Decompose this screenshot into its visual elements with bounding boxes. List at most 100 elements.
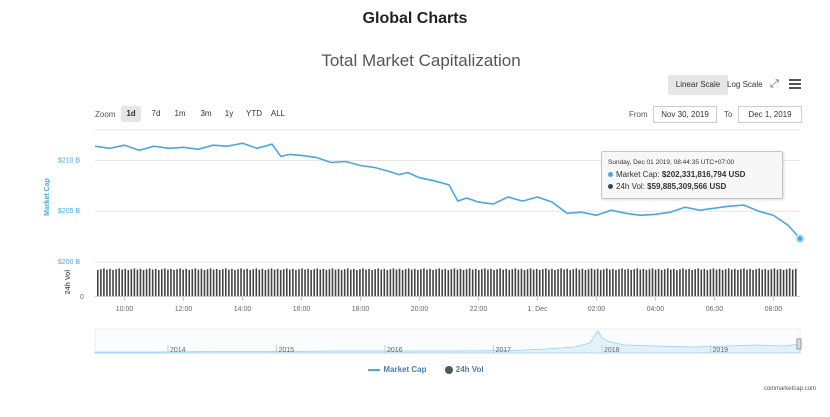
tooltip-volume-label: 24h Vol: [616, 182, 645, 191]
volume-bar [694, 269, 696, 296]
volume-bar [557, 269, 559, 296]
volume-bar [304, 269, 306, 296]
volume-bar [420, 269, 422, 296]
volume-bar [106, 269, 108, 296]
fullscreen-icon[interactable]: ⤢ [770, 78, 779, 90]
volume-dot-icon [608, 184, 613, 190]
zoom-button-ytd[interactable]: YTD [246, 109, 262, 118]
volume-bar [703, 268, 706, 296]
legend-label-market-cap: Market Cap [383, 365, 427, 374]
zoom-button-1y[interactable]: 1y [224, 109, 234, 118]
volume-bar [313, 269, 315, 296]
volume-bar [334, 269, 337, 296]
volume-bar [624, 269, 626, 296]
volume-bar [179, 268, 181, 296]
volume-bar [423, 268, 425, 296]
volume-bar [749, 268, 751, 296]
hamburger-menu-icon[interactable] [789, 79, 801, 89]
volume-bar [575, 268, 578, 296]
y-tick-label: $210 B [58, 157, 81, 164]
volume-bar [471, 269, 474, 296]
volume-bar [456, 269, 459, 296]
zoom-button-7d[interactable]: 7d [151, 109, 161, 118]
volume-bar [581, 268, 584, 296]
volume-bar [298, 269, 300, 296]
credit-text: coinmarketcap.com [763, 386, 816, 392]
volume-bar [203, 270, 206, 296]
volume-bar [578, 269, 581, 296]
volume-bar [529, 268, 532, 296]
volume-bar [453, 268, 456, 296]
zoom-button-all[interactable]: ALL [270, 109, 286, 118]
volume-bar [651, 268, 654, 296]
volume-bar [508, 270, 511, 296]
volume-bar [173, 270, 175, 296]
market-cap-dot-icon [608, 172, 613, 178]
volume-bar [231, 268, 233, 296]
volume-bar [97, 270, 99, 296]
volume-bar [511, 269, 514, 296]
navigator-tick-label: 2014 [170, 347, 186, 354]
from-date-input[interactable]: Nov 30, 2019 [653, 106, 717, 123]
volume-bar [648, 269, 651, 296]
volume-bar [746, 269, 748, 296]
x-tick-label: 22:00 [470, 306, 488, 313]
volume-bar [700, 269, 703, 296]
volume-bar [270, 268, 273, 296]
zoom-button-1m[interactable]: 1m [174, 109, 186, 118]
volume-bar [316, 268, 319, 296]
volume-bar [167, 269, 169, 296]
volume-bar [788, 268, 791, 296]
navigator-tick-label: 2015 [279, 347, 295, 354]
volume-bar [545, 268, 547, 296]
x-tick-label: 04:00 [647, 306, 665, 313]
volume-bar [258, 269, 261, 296]
volume-bar [182, 269, 184, 296]
volume-bar [200, 268, 203, 296]
volume-bar [194, 268, 197, 296]
volume-bar [279, 270, 282, 296]
volume-bar [331, 268, 334, 296]
volume-bar [730, 269, 733, 296]
line-icon [368, 368, 381, 371]
volume-bar [407, 268, 410, 296]
to-date-input[interactable]: Dec 1, 2019 [738, 106, 802, 123]
volume-bar [718, 268, 721, 296]
volume-bar [371, 270, 373, 296]
volume-bar [356, 270, 358, 296]
volume-bar [785, 269, 788, 296]
volume-bar [380, 269, 383, 296]
y-tick-label: $200 B [58, 259, 81, 266]
chart-legend: Market Cap 24h Vol [0, 365, 830, 374]
volume-bar [164, 268, 166, 296]
volume-bar [307, 268, 309, 296]
chart-tooltip: Sunday, Dec 01 2019, 08:44:35 UTC+07:00 … [601, 151, 783, 199]
volume-bar [157, 270, 160, 296]
navigator-tick-label: 2018 [604, 347, 620, 354]
volume-bar [782, 270, 785, 296]
tooltip-date: Sunday, Dec 01 2019, 08:44:35 UTC+07:00 [608, 159, 735, 166]
volume-bar [724, 269, 727, 296]
volume-bar [292, 268, 294, 296]
volume-bar [447, 270, 450, 296]
linear-scale-button[interactable]: Linear Scale [668, 75, 728, 95]
volume-bar [377, 268, 379, 296]
from-label: From [629, 110, 648, 119]
volume-bar [328, 269, 331, 296]
zoom-button-3m[interactable]: 3m [200, 109, 212, 118]
volume-bar [343, 269, 346, 296]
legend-item-volume[interactable]: 24h Vol [444, 365, 484, 374]
volume-bar [691, 270, 693, 296]
volume-bar [618, 269, 620, 296]
volume-bar [121, 269, 123, 296]
volume-bar [755, 269, 757, 296]
volume-bar [727, 268, 730, 296]
legend-item-market-cap[interactable]: Market Cap [368, 365, 427, 374]
log-scale-button[interactable]: Log Scale [727, 80, 763, 89]
zoom-button-1d[interactable]: 1d [121, 106, 141, 122]
tooltip-volume-value: $59,885,309,566 USD [647, 182, 727, 191]
volume-bar [429, 268, 431, 296]
volume-bar [389, 269, 392, 296]
volume-bar [197, 269, 200, 296]
